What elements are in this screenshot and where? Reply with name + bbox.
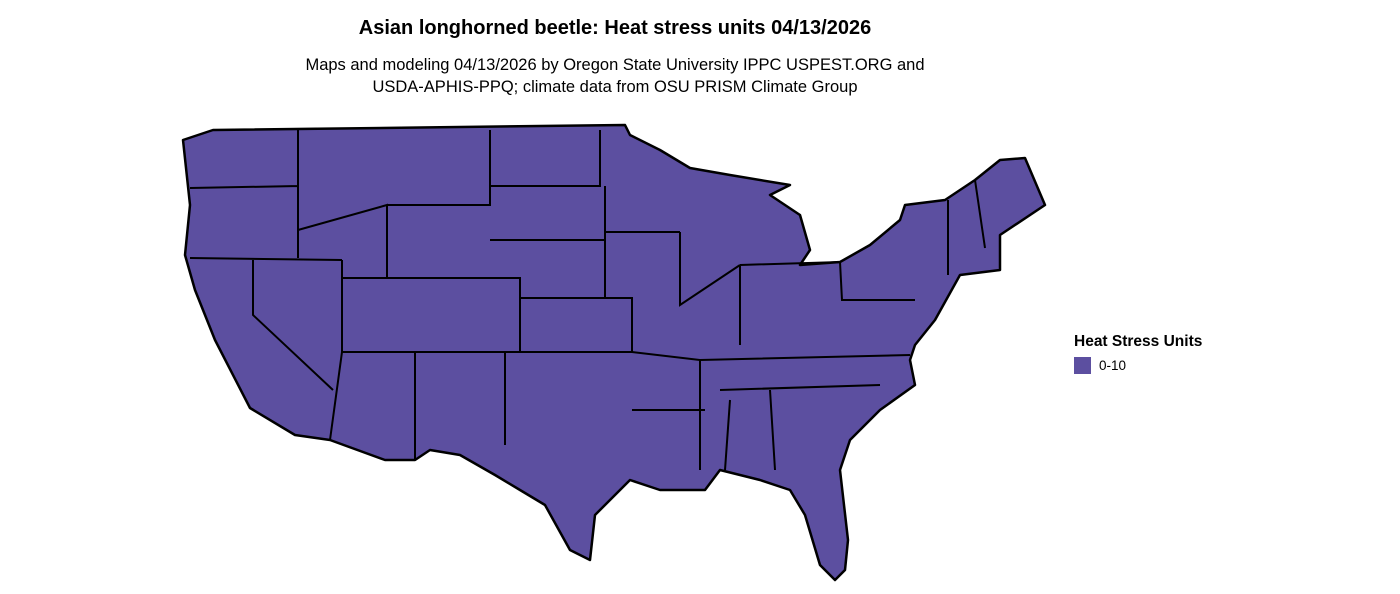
map-subtitle-line1: Maps and modeling 04/13/2026 by Oregon S… <box>305 56 925 74</box>
legend-item: 0-10 <box>1074 357 1202 374</box>
legend-item-label: 0-10 <box>1099 358 1127 373</box>
legend-title: Heat Stress Units <box>1074 333 1203 350</box>
legend-swatch <box>1074 357 1091 374</box>
legend: Heat Stress Units 0-10 <box>1074 333 1202 374</box>
state-borders <box>189 130 986 471</box>
map-title: Asian longhorned beetle: Heat stress uni… <box>358 17 872 39</box>
map-subtitle-line2: USDA-APHIS-PPQ; climate data from OSU PR… <box>372 78 858 96</box>
